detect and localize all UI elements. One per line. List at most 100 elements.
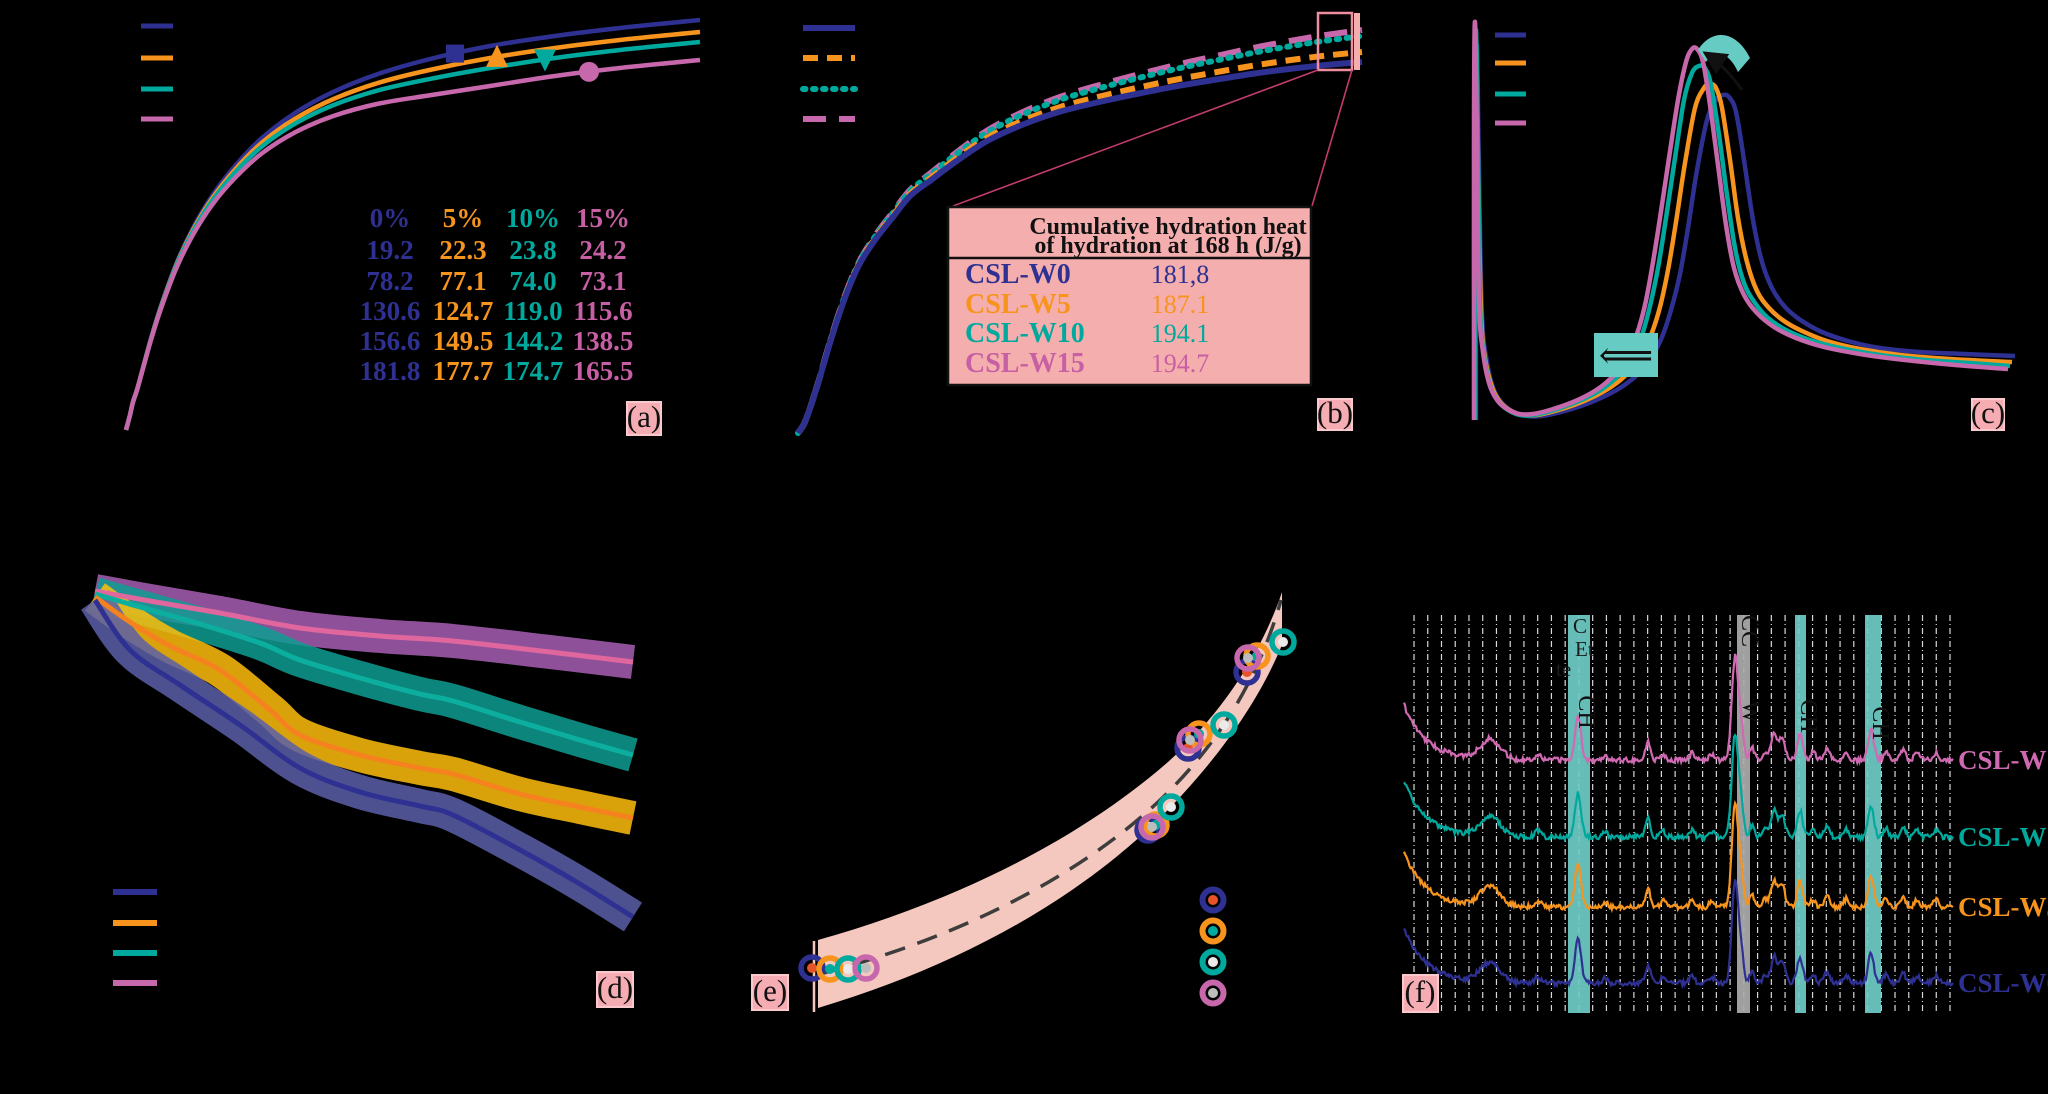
label-box-d: (d) [596,970,634,1008]
text-fragment: C [1573,614,1587,638]
xrd-trace-csl-w10 [1403,733,1954,844]
point-ring-csl-w10 [834,955,862,983]
point-center-csl-w0 [807,963,817,973]
label-box-d-rect [596,971,634,1008]
legend-ring-center-csl-w10 [1208,957,1218,967]
table-a-cell: 24.2 [579,235,626,265]
point-ring-csl-w15 [852,954,880,982]
point-center-csl-w15 [1147,822,1157,832]
curve-csl-w0 [795,59,1363,435]
label-box-c: (c) [1971,395,2005,431]
band-label-cc: CC [1736,615,1762,647]
label-c: (c) [1971,395,2005,430]
label-a: (a) [627,399,661,434]
legend-swatch-d-0 [113,889,157,895]
label-box-f-rect [1402,974,1439,1013]
xrd-trace-csl-w5 [1402,800,1954,914]
legend-ring-csl-w0 [1199,886,1227,914]
point-ring-csl-w15 [1138,813,1166,841]
legend-swatch-csl-w15 [1495,120,1526,126]
table-a-cell: 177.7 [433,356,494,386]
inset-table-row-value: 181,8 [1151,260,1210,289]
label-box-e: (e) [751,973,789,1011]
legend-ring-center-csl-w5 [1208,926,1218,936]
table-a-header-0%: 0% [370,203,411,233]
curve-csl-w15 [1471,19,2009,421]
trace-label-csl-w5: CSL-W5 [1958,892,2048,922]
table-a-cell: 74.0 [509,266,556,296]
table-a-header-5%: 5% [443,203,484,233]
point-center-csl-w15 [1185,735,1195,745]
inset-table-row-name: CSL-W15 [965,348,1085,379]
table-a-header-10%: 10% [506,203,560,233]
table-a-header-15%: 15% [576,203,630,233]
marker-circle-csl-w15 [579,61,599,82]
table-a-cell: 149.5 [433,326,494,356]
trace-label-csl-w15: CSL-W15 [1958,745,2048,775]
table-a-cell: 115.6 [573,296,632,326]
inset-table-row-value: 194.7 [1151,349,1210,378]
trace-label-csl-w0: CSL-W0 [1958,968,2048,998]
panel-c: ⟸ [1471,19,2016,421]
inset-table-row-value: 194.1 [1151,319,1210,348]
table-a-cell: 23.8 [509,235,556,265]
text-fragment: te [1556,657,1571,681]
fit-dashed-line [819,599,1283,976]
zoom-region-rect [1316,11,1354,72]
legend-swatch-csl-w10 [141,86,173,92]
point-ring-csl-w10 [1157,793,1185,821]
inset-table-header-line1: Cumulative hydration heat [1029,214,1306,240]
table-a-cell: 77.1 [439,266,486,296]
point-ring-csl-w15 [1176,726,1204,754]
point-ring-csl-w10 [1210,711,1238,739]
label-f: (f) [1405,974,1436,1009]
line-csl-w0 [92,598,635,920]
point-ring-csl-w15 [1234,644,1262,672]
table-a-cell: 119.0 [503,296,562,326]
point-ring-csl-w5 [816,955,844,983]
marker-triangle-down-csl-w10 [534,49,556,72]
point-center-csl-w10 [843,964,853,974]
label-box-e-rect [751,974,789,1011]
table-a-cell: 138.5 [573,326,634,356]
label-box-c-rect [1971,398,2005,431]
table-a-cell: 19.2 [366,235,413,265]
table-a-cell: 156.6 [360,326,421,356]
zoom-connector-line [1311,69,1353,207]
legend-swatch-csl-w10 [1495,91,1526,97]
label-d: (d) [597,970,633,1005]
zoom-connector-line [952,69,1319,207]
legend-swatch-d-2 [113,950,157,956]
point-center-csl-w10 [1219,720,1229,730]
panel-f: CSL-W0CSL-W5CSL-W10CSL-W15CHWCHCHCCCEtte [1402,614,2048,1013]
legend-swatch-csl-w0 [141,23,173,29]
inset-table-row-name: CSL-W5 [965,289,1071,320]
confidence-band [818,592,1282,1008]
point-ring-csl-w0 [798,954,826,982]
xrd-trace-csl-w15 [1402,653,1954,767]
point-ring-csl-w10 [1269,628,1297,656]
inset-table-row-name: CSL-W10 [965,318,1085,349]
band-label-ch: CH [1867,706,1893,739]
inset-table-box [946,205,1313,387]
peak-shift-curved-arrow-icon [1702,51,1744,91]
panel-letter-boxes: (a) (b) (c) (d) (e) (f) [596,395,2005,1013]
legend-ring-center-csl-w0 [1208,895,1218,905]
panel-d [80,574,643,986]
legend-swatch-d-1 [113,920,157,926]
panel-b-inset-table: Cumulative hydration heat of hydration a… [946,205,1313,387]
marker-square-csl-w0 [446,44,464,63]
table-a-cell: 144.2 [503,326,564,356]
legend-ring-center-csl-w15 [1208,988,1218,998]
label-box-f: (f) [1402,974,1439,1013]
trace-label-csl-w10: CSL-W10 [1958,822,2048,852]
table-a-cell: 124.7 [433,296,494,326]
table-a-cell: 73.1 [579,266,626,296]
line-csl-w5 [93,594,634,821]
band-label-ch: CH [1795,699,1821,732]
table-a-cell: 130.6 [360,296,421,326]
point-center-csl-w10 [1166,802,1176,812]
label-e: (e) [753,973,787,1008]
